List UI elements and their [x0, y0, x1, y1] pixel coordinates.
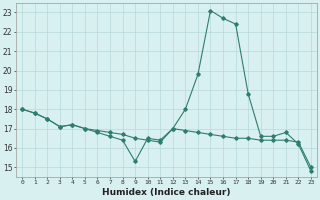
X-axis label: Humidex (Indice chaleur): Humidex (Indice chaleur) [102, 188, 231, 197]
